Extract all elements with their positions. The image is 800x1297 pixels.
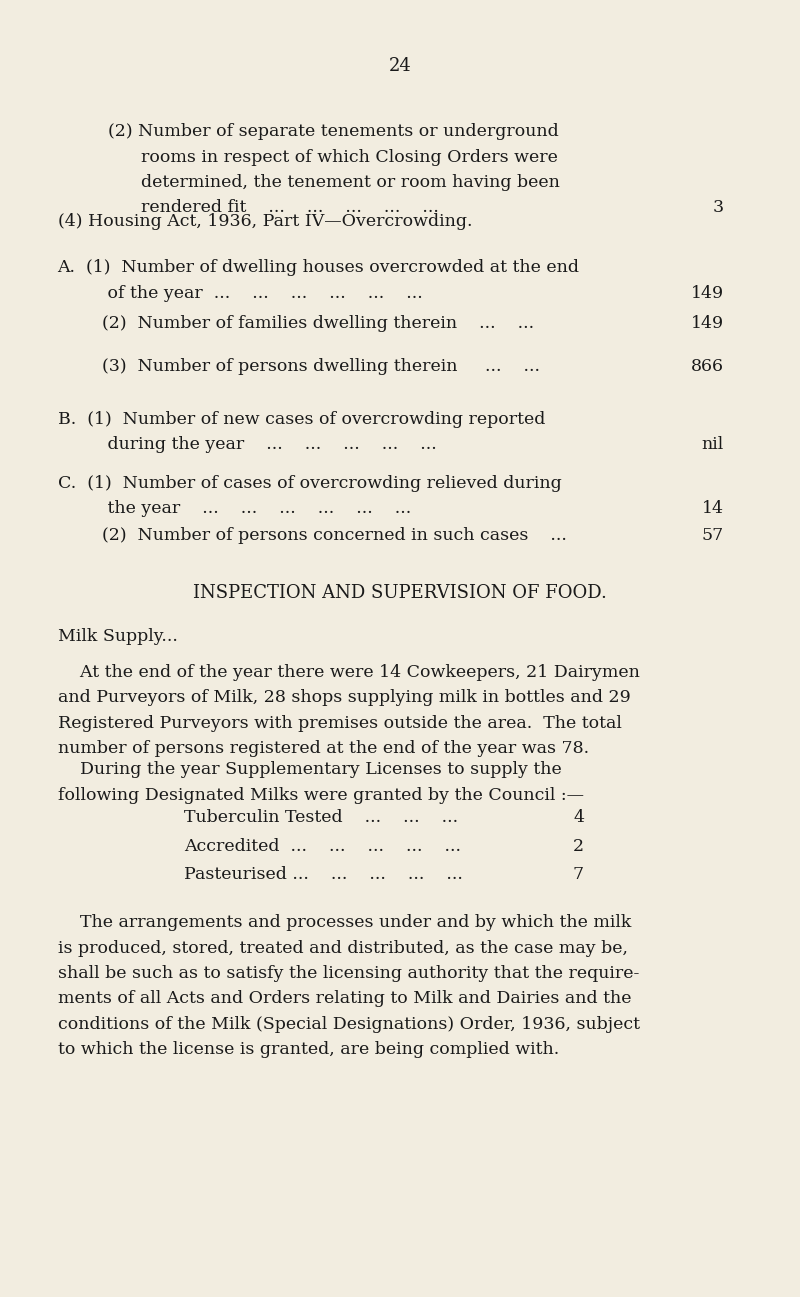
Text: 7: 7 (573, 866, 584, 883)
Text: Tuberculin Tested    ...    ...    ...: Tuberculin Tested ... ... ... (184, 809, 474, 826)
Text: Pasteurised ...    ...    ...    ...    ...: Pasteurised ... ... ... ... ... (184, 866, 463, 883)
Text: A.  (1)  Number of dwelling houses overcrowded at the end: A. (1) Number of dwelling houses overcro… (58, 259, 579, 276)
Text: (4) Housing Act, 1936, Part IV—Overcrowding.: (4) Housing Act, 1936, Part IV—Overcrowd… (58, 213, 472, 230)
Text: The arrangements and processes under and by which the milk: The arrangements and processes under and… (58, 914, 631, 931)
Text: Registered Purveyors with premises outside the area.  The total: Registered Purveyors with premises outsi… (58, 715, 622, 732)
Text: following Designated Milks were granted by the Council :—: following Designated Milks were granted … (58, 786, 584, 804)
Text: During the year Supplementary Licenses to supply the: During the year Supplementary Licenses t… (58, 761, 562, 778)
Text: 4: 4 (573, 809, 584, 826)
Text: 2: 2 (573, 838, 584, 855)
Text: rooms in respect of which Closing Orders were: rooms in respect of which Closing Orders… (108, 149, 558, 166)
Text: B.  (1)  Number of new cases of overcrowding reported: B. (1) Number of new cases of overcrowdi… (58, 411, 545, 428)
Text: conditions of the Milk (Special Designations) Order, 1936, subject: conditions of the Milk (Special Designat… (58, 1016, 640, 1032)
Text: during the year    ...    ...    ...    ...    ...: during the year ... ... ... ... ... (58, 436, 436, 454)
Text: Accredited  ...    ...    ...    ...    ...: Accredited ... ... ... ... ... (184, 838, 461, 855)
Text: At the end of the year there were 14 Cowkeepers, 21 Dairymen: At the end of the year there were 14 Cow… (58, 664, 639, 681)
Text: INSPECTION AND SUPERVISION OF FOOD.: INSPECTION AND SUPERVISION OF FOOD. (193, 584, 607, 602)
Text: to which the license is granted, are being complied with.: to which the license is granted, are bei… (58, 1040, 559, 1058)
Text: 149: 149 (691, 315, 724, 332)
Text: 24: 24 (389, 57, 411, 75)
Text: (3)  Number of persons dwelling therein     ...    ...: (3) Number of persons dwelling therein .… (58, 358, 539, 375)
Text: number of persons registered at the end of the year was 78.: number of persons registered at the end … (58, 739, 589, 757)
Text: determined, the tenement or room having been: determined, the tenement or room having … (108, 174, 560, 191)
Text: nil: nil (702, 436, 724, 454)
Text: C.  (1)  Number of cases of overcrowding relieved during: C. (1) Number of cases of overcrowding r… (58, 475, 562, 492)
Text: is produced, stored, treated and distributed, as the case may be,: is produced, stored, treated and distrib… (58, 939, 628, 957)
Text: the year    ...    ...    ...    ...    ...    ...: the year ... ... ... ... ... ... (58, 499, 411, 518)
Text: of the year  ...    ...    ...    ...    ...    ...: of the year ... ... ... ... ... ... (58, 284, 422, 302)
Text: and Purveyors of Milk, 28 shops supplying milk in bottles and 29: and Purveyors of Milk, 28 shops supplyin… (58, 690, 630, 707)
Text: Milk Supply...: Milk Supply... (58, 628, 178, 645)
Text: 3: 3 (713, 200, 724, 217)
Text: 14: 14 (702, 499, 724, 518)
Text: shall be such as to satisfy the licensing authority that the require-: shall be such as to satisfy the licensin… (58, 965, 639, 982)
Text: ments of all Acts and Orders relating to Milk and Dairies and the: ments of all Acts and Orders relating to… (58, 991, 631, 1008)
Text: rendered fit    ...    ...    ...    ...    ...: rendered fit ... ... ... ... ... (108, 200, 439, 217)
Text: (2) Number of separate tenements or underground: (2) Number of separate tenements or unde… (108, 123, 558, 140)
Text: 149: 149 (691, 284, 724, 302)
Text: (2)  Number of persons concerned in such cases    ...: (2) Number of persons concerned in such … (58, 527, 566, 543)
Text: 57: 57 (702, 527, 724, 543)
Text: (2)  Number of families dwelling therein    ...    ...: (2) Number of families dwelling therein … (58, 315, 534, 332)
Text: 866: 866 (691, 358, 724, 375)
